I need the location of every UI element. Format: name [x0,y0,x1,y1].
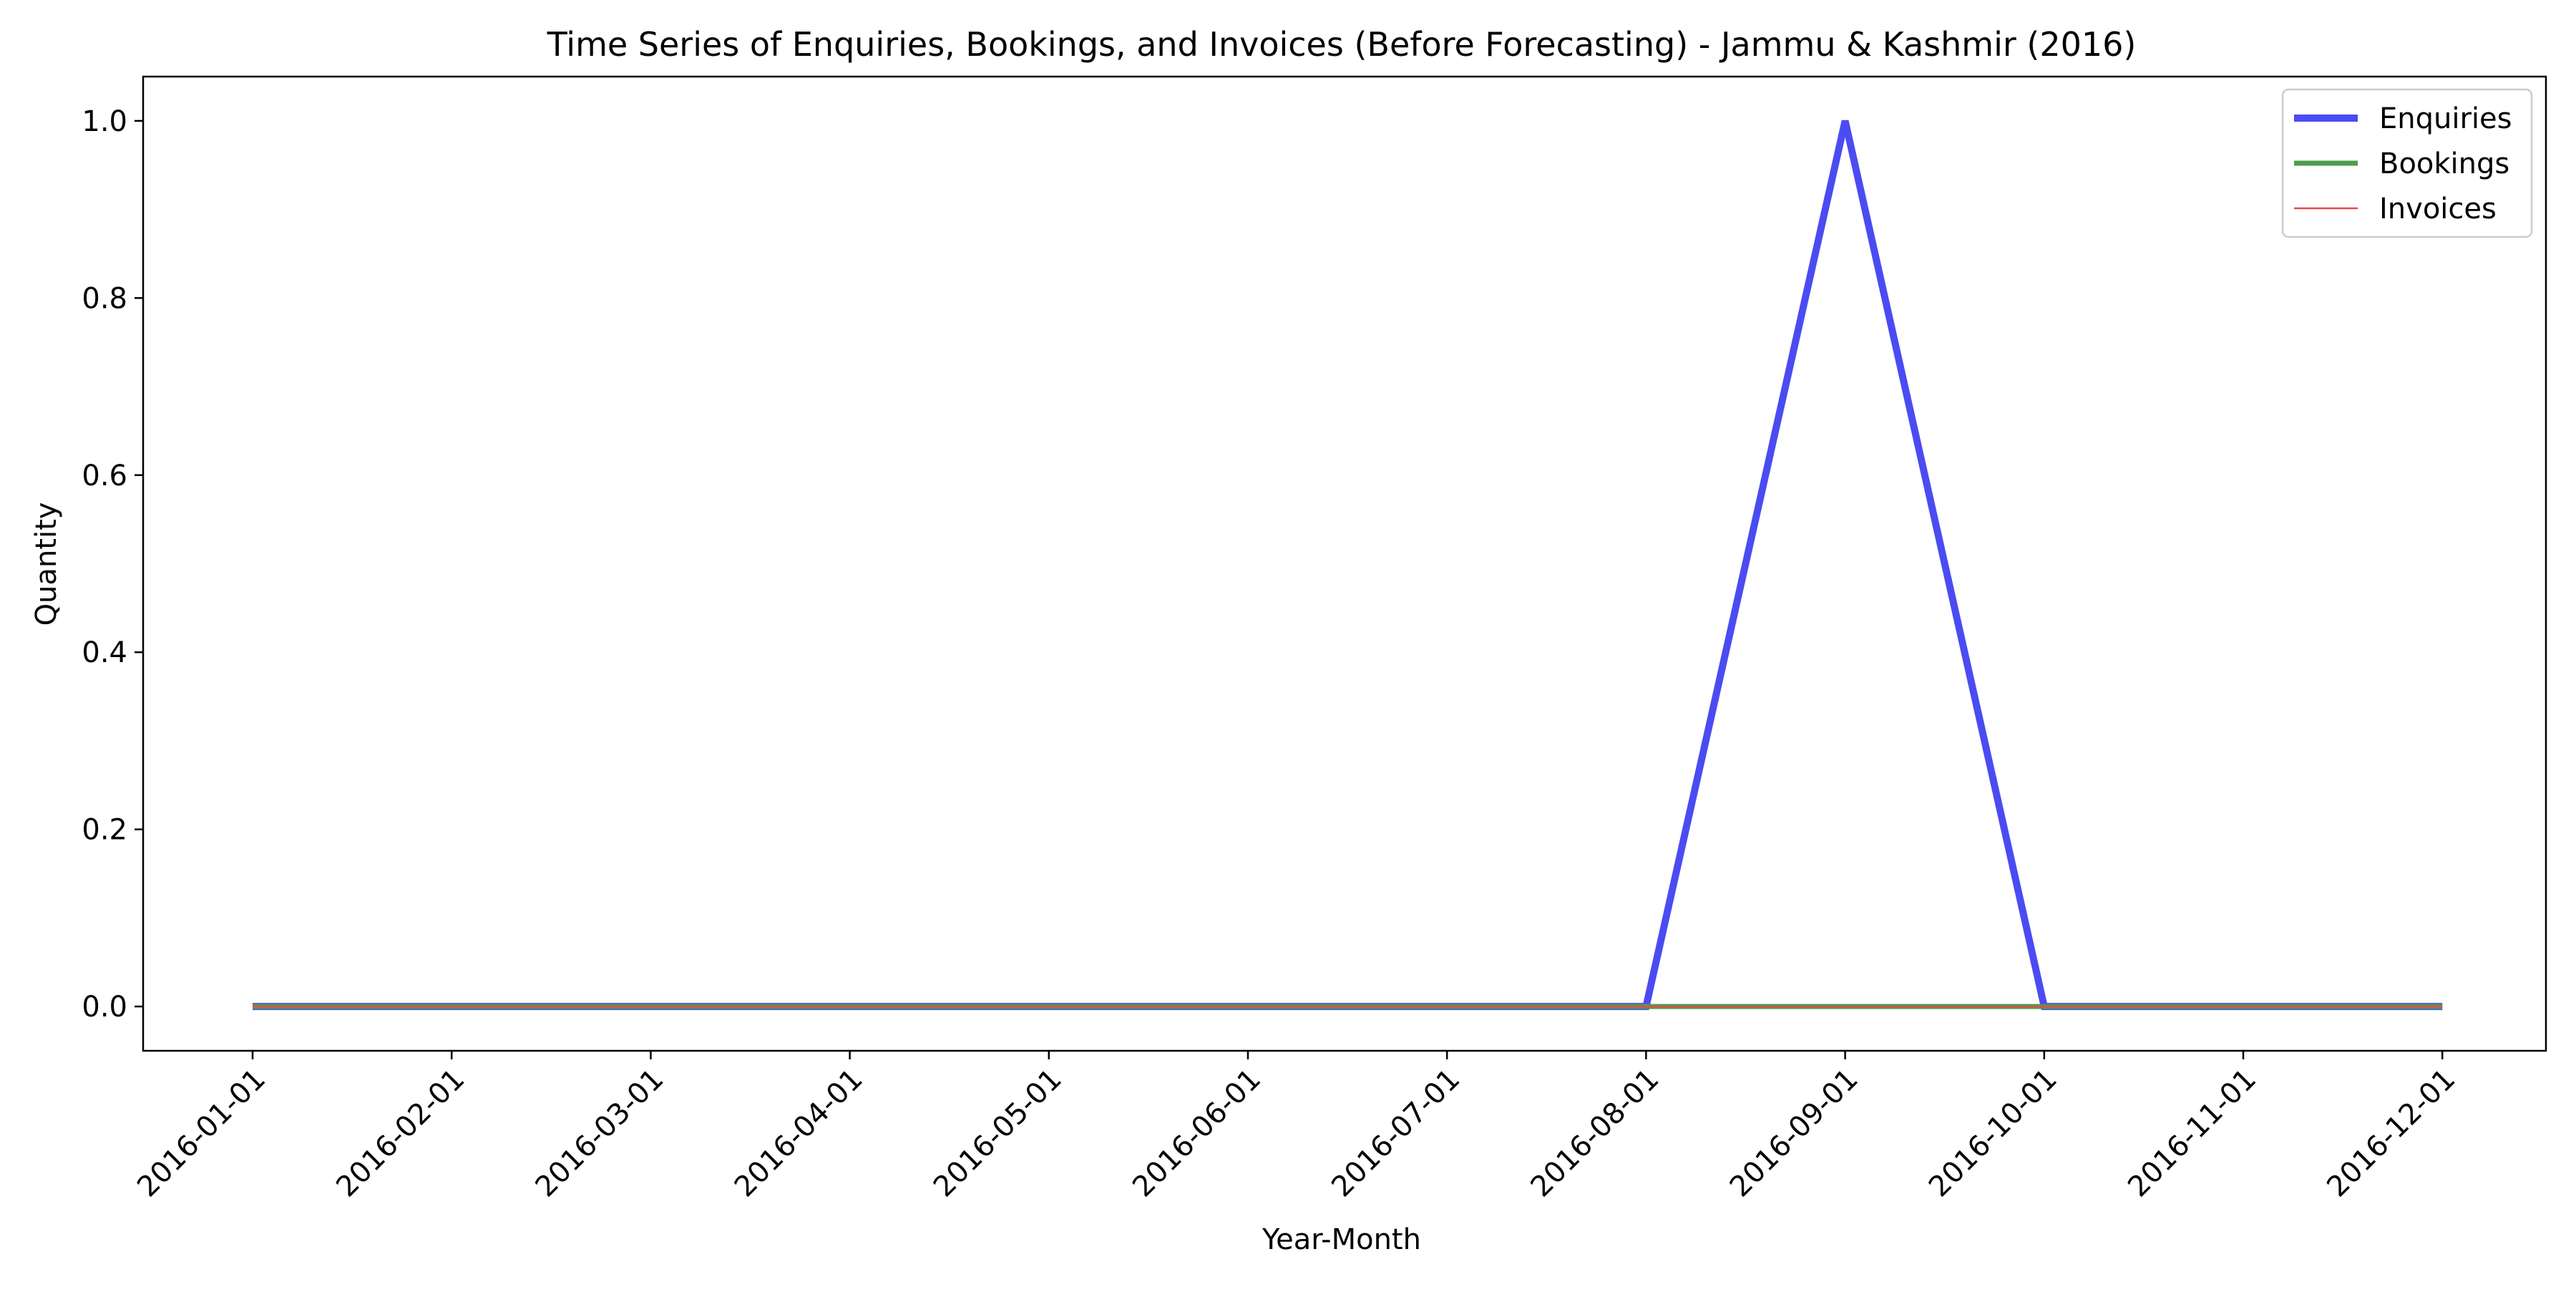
y-tick-label: 1.0 [82,105,127,138]
x-tick-label: 2016-10-01 [1923,1063,2064,1204]
chart-title: Time Series of Enquiries, Bookings, and … [547,25,2137,64]
y-tick-label: 0.4 [82,636,127,669]
x-tick-label: 2016-06-01 [1126,1063,1267,1204]
x-tick-label: 2016-12-01 [2321,1063,2462,1204]
y-tick-label: 0.6 [82,460,127,492]
x-tick-label: 2016-11-01 [2122,1063,2263,1204]
y-tick-label: 0.2 [82,814,127,847]
x-tick-label: 2016-02-01 [330,1063,471,1204]
legend: Enquiries Bookings Invoices [2281,88,2533,238]
x-tick-label: 2016-08-01 [1525,1063,1666,1204]
legend-label: Invoices [2379,193,2497,225]
x-axis-label: Year-Month [1262,1223,1421,1256]
series-group [253,120,2443,1011]
x-tick-label: 2016-03-01 [530,1063,670,1204]
y-tick-label: 0.0 [82,991,127,1024]
y-axis: 0.0 0.2 0.4 0.6 0.8 1.0 [82,105,143,1024]
legend-frame [2281,88,2533,238]
x-axis: 2016-01-01 2016-02-01 2016-03-01 2016-04-01… [131,1051,2462,1203]
x-tick-label: 2016-09-01 [1724,1063,1865,1204]
y-axis-label: Quantity [30,502,63,626]
x-tick-label: 2016-04-01 [728,1063,869,1204]
x-tick-label: 2016-05-01 [927,1063,1068,1204]
legend-label: Enquiries [2379,102,2512,135]
plot-area-frame [142,75,2547,1052]
legend-label: Bookings [2379,147,2509,180]
series-line-enquiries [253,120,2443,1011]
x-tick-label: 2016-01-01 [131,1063,272,1204]
x-tick-label: 2016-07-01 [1325,1063,1466,1204]
y-tick-label: 0.8 [82,282,127,315]
